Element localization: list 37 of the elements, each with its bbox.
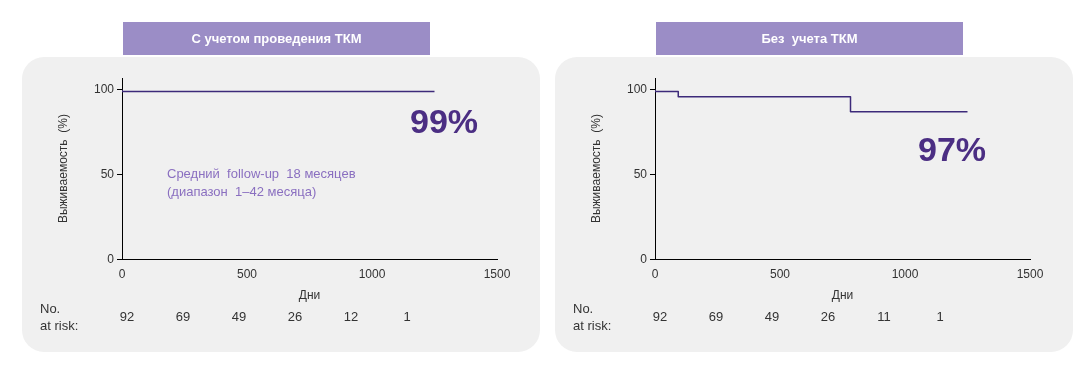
x-tick-label: 500 [769, 266, 791, 281]
x-tick-label: 0 [118, 266, 126, 281]
text: 11 [876, 309, 892, 324]
text: 92 [651, 309, 669, 324]
text: 12 [342, 309, 360, 324]
x-tick-label: 1500 [1016, 266, 1044, 281]
text: 69 [707, 309, 725, 324]
x-tick-label: 1000 [358, 266, 386, 281]
y-tick-label: 0 [107, 251, 115, 266]
x-tick-label: 500 [236, 266, 258, 281]
x-axis-title: Дни [298, 288, 321, 303]
text: 26 [286, 309, 304, 324]
text: 1 [402, 309, 412, 324]
y-tick-label: 0 [640, 251, 648, 266]
y-tick-label: 100 [93, 82, 115, 97]
text: No. at risk: [40, 300, 79, 334]
x-tick-label: 1000 [891, 266, 919, 281]
text: 1 [935, 309, 945, 324]
annotation: Средний follow-up 18 месяцев (диапазон 1–42 месяца) [167, 165, 356, 201]
chart-title: Без учета ТКМ [656, 22, 963, 55]
text: 26 [819, 309, 837, 324]
chart-title: С учетом проведения ТКМ [123, 22, 430, 55]
text: 69 [174, 309, 192, 324]
y-axis-title: Выживаемость (%) [55, 114, 70, 224]
text: 49 [230, 309, 248, 324]
annotation: 99% [410, 102, 479, 141]
text: 92 [118, 309, 136, 324]
y-tick-label: 100 [626, 82, 648, 97]
annotation: 97% [918, 130, 987, 169]
y-axis-title: Выживаемость (%) [588, 114, 603, 224]
x-axis-title: Дни [831, 288, 854, 303]
text: 49 [763, 309, 781, 324]
x-tick-label: 1500 [483, 266, 511, 281]
y-tick-label: 50 [100, 166, 115, 181]
x-tick-label: 0 [651, 266, 659, 281]
text: No. at risk: [573, 300, 612, 334]
y-tick-label: 50 [633, 166, 648, 181]
